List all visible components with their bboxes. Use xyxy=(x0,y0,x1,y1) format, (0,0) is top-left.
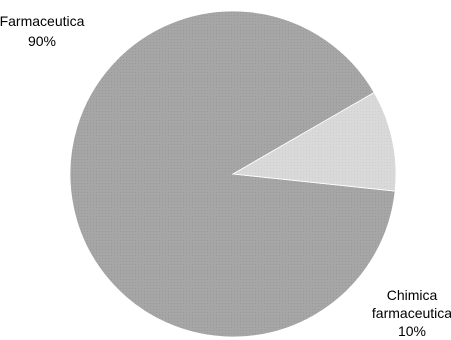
pie-slice-label-2-line-2: farmaceutica xyxy=(372,305,451,321)
pie-slice-label-1: Farmaceutica 90% xyxy=(0,13,85,49)
pie-slice-label-2: Chimica farmaceutica 10% xyxy=(372,287,451,339)
pie-slice-2 xyxy=(231,91,397,192)
pie-slice-label-2-line-1: Chimica xyxy=(387,287,438,303)
pie-slices xyxy=(69,10,397,338)
pie-slice-label-1-line-2: 90% xyxy=(28,33,56,49)
pie-labels: Farmaceutica 90% Chimica farmaceutica 10% xyxy=(0,13,451,339)
pie-slice-label-2-line-3: 10% xyxy=(398,323,426,339)
pie-slice-label-1-line-1: Farmaceutica xyxy=(0,13,85,29)
